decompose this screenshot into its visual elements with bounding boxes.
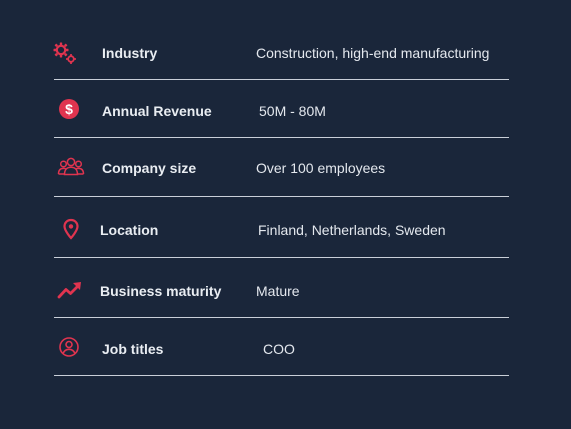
divider: [54, 375, 509, 376]
divider: [54, 257, 509, 258]
location-value: Finland, Netherlands, Sweden: [258, 222, 446, 238]
job-titles-value: COO: [263, 341, 295, 357]
user-circle-icon: [56, 334, 82, 360]
industry-label: Industry: [102, 45, 158, 61]
annual-revenue-value: 50M - 80M: [259, 103, 326, 119]
svg-text:$: $: [65, 101, 73, 117]
business-maturity-label: Business maturity: [100, 283, 222, 299]
business-maturity-value: Mature: [256, 283, 300, 299]
users-group-icon: [57, 154, 85, 180]
annual-revenue-label: Annual Revenue: [102, 103, 212, 119]
company-size-value: Over 100 employees: [256, 160, 386, 176]
company-size-label: Company size: [102, 160, 197, 176]
industry-value: Construction, high-end manufacturing: [256, 45, 490, 61]
gears-icon: [52, 40, 78, 66]
location-pin-icon: [58, 216, 84, 242]
dollar-coin-icon: $: [56, 96, 82, 122]
divider: [54, 79, 509, 80]
divider: [54, 137, 509, 138]
location-label: Location: [100, 222, 159, 238]
trending-up-icon: [57, 277, 83, 303]
job-titles-label: Job titles: [102, 341, 164, 357]
divider: [54, 196, 509, 197]
divider: [54, 317, 509, 318]
